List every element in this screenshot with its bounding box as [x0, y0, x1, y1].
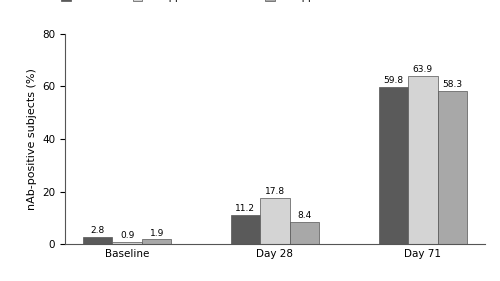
Text: 11.2: 11.2 [236, 204, 256, 213]
Text: 63.9: 63.9 [413, 65, 433, 74]
Bar [438, 91, 468, 244]
Bar [230, 215, 260, 244]
Bar [260, 198, 290, 244]
Y-axis label: nAb-positive subjects (%): nAb-positive subjects (%) [26, 68, 36, 210]
Text: 1.9: 1.9 [150, 229, 164, 238]
Bar [290, 222, 320, 244]
Text: 59.8: 59.8 [383, 76, 404, 85]
Text: 0.9: 0.9 [120, 231, 134, 240]
Bar [408, 76, 438, 244]
Bar [378, 87, 408, 244]
Bar [142, 239, 172, 244]
Text: 17.8: 17.8 [265, 187, 285, 196]
Text: 58.3: 58.3 [442, 80, 462, 89]
Bar [82, 237, 112, 244]
Text: 2.8: 2.8 [90, 226, 104, 235]
Legend: BI 695501, US-approved Humira®, EU-approved Humira®: BI 695501, US-approved Humira®, EU-appro… [62, 0, 390, 2]
Bar [112, 242, 142, 244]
Text: 8.4: 8.4 [298, 212, 312, 221]
